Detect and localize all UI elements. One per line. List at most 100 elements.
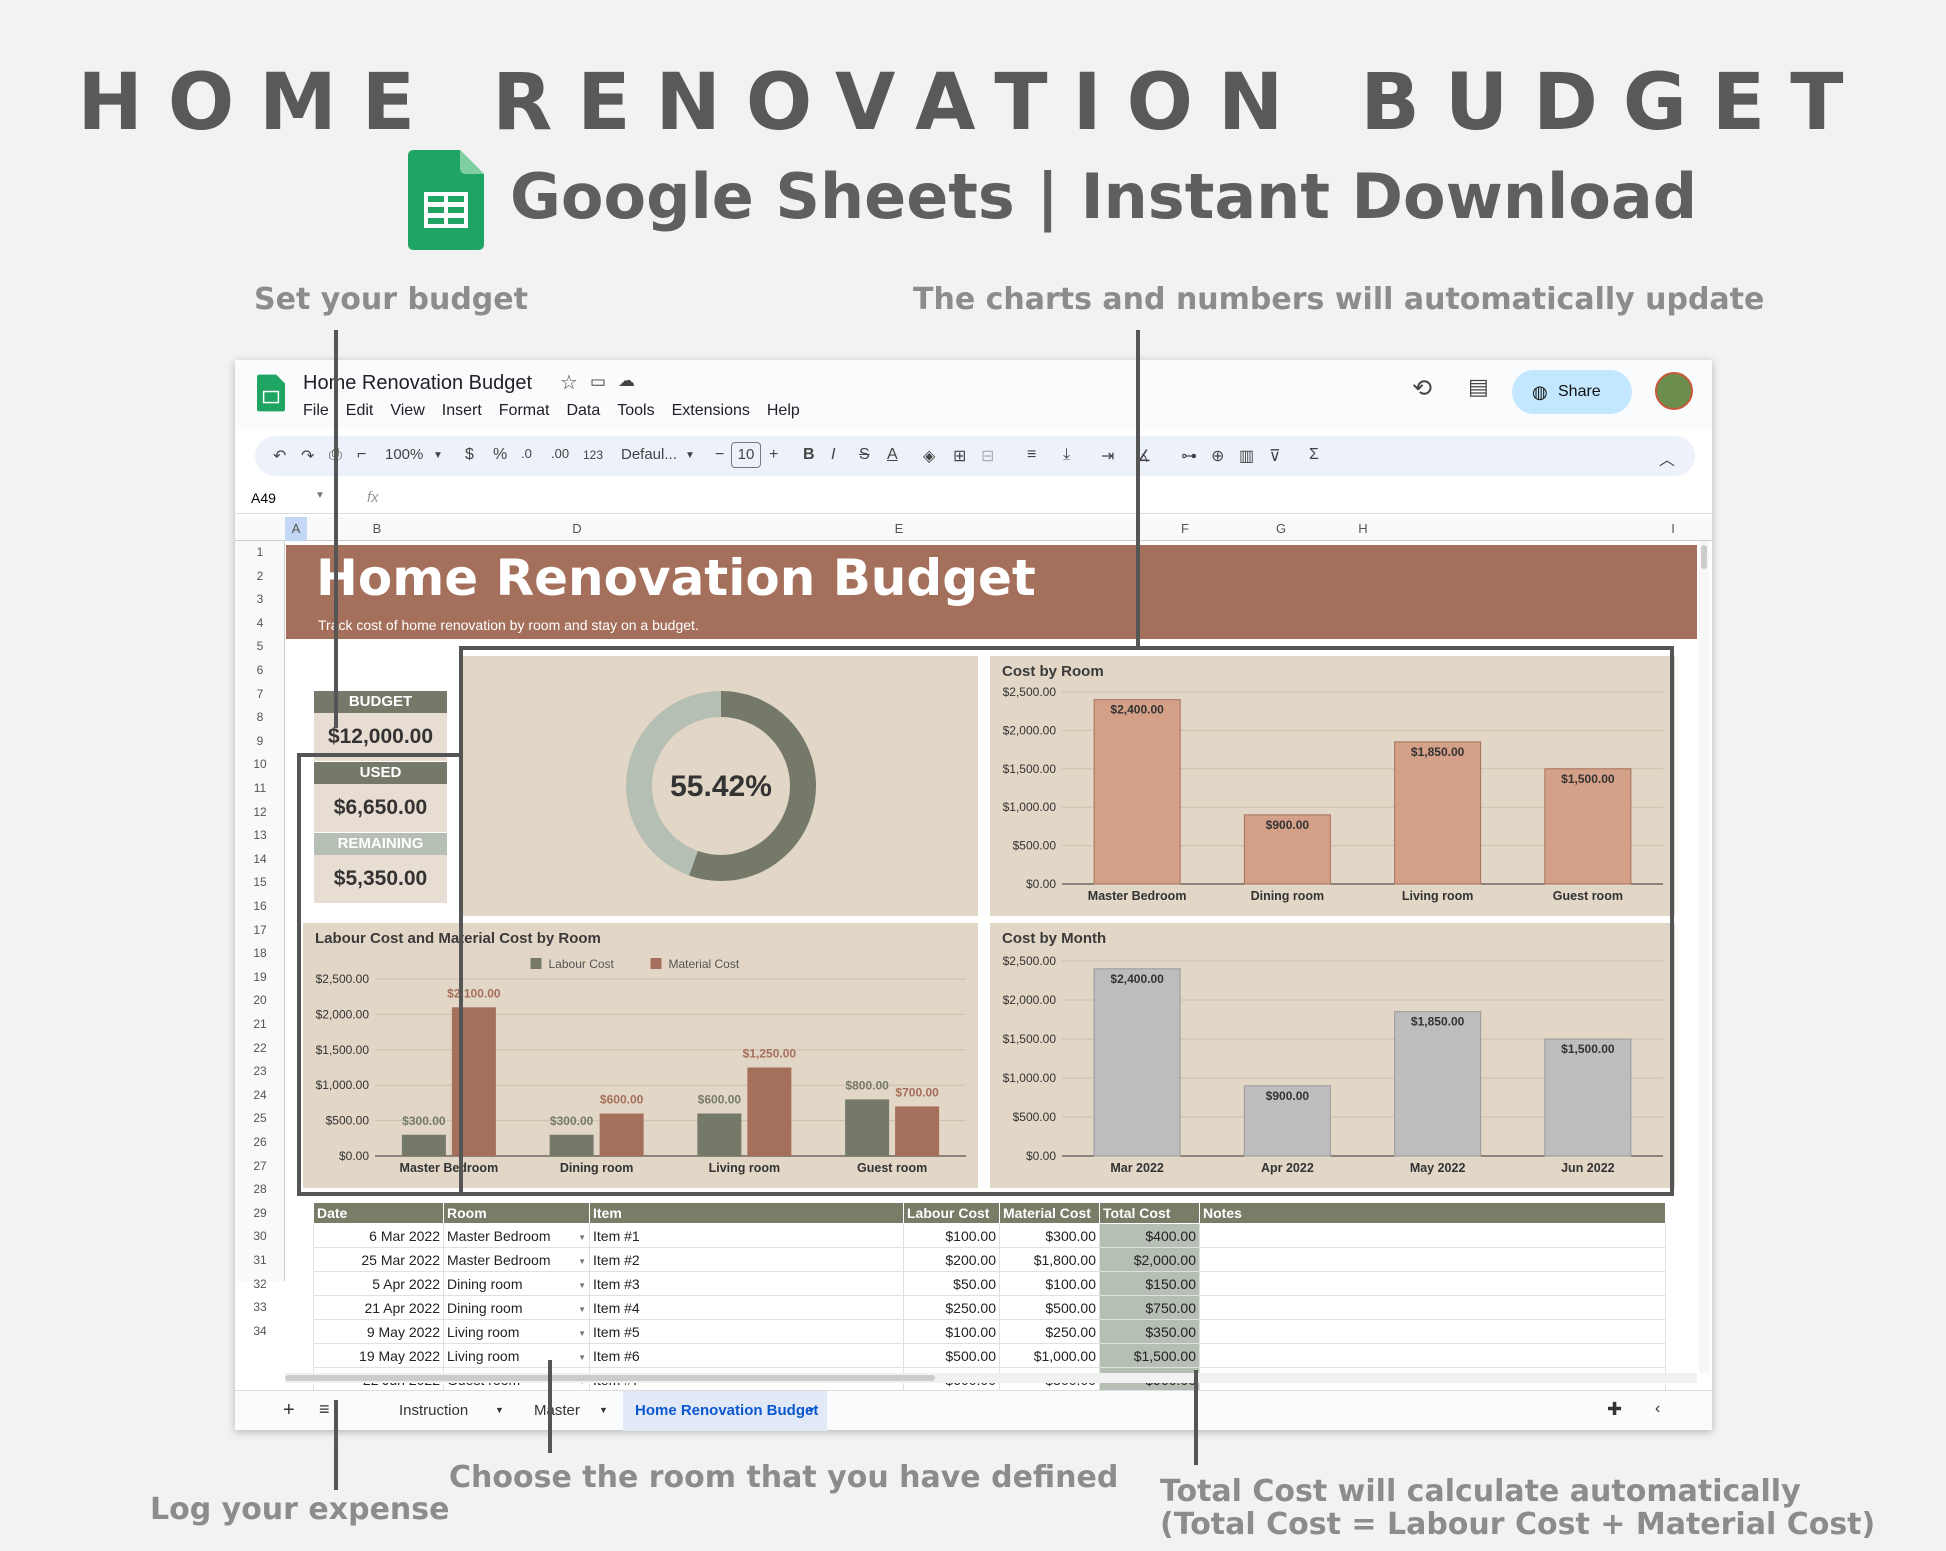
- chevron-down-icon[interactable]: ▼: [578, 1280, 586, 1290]
- collapse-sidepanel-icon[interactable]: ‹: [1655, 1400, 1661, 1417]
- table-cell[interactable]: $500.00: [903, 1343, 1000, 1368]
- row-header[interactable]: 10: [253, 757, 267, 772]
- chevron-down-icon[interactable]: ▼: [578, 1328, 586, 1338]
- scrollbar-thumb[interactable]: [285, 1375, 935, 1381]
- row-header[interactable]: 7: [256, 686, 264, 701]
- table-cell[interactable]: [1199, 1343, 1666, 1368]
- strikethrough-button[interactable]: S: [859, 446, 870, 463]
- row-header[interactable]: 28: [253, 1182, 267, 1197]
- font-select[interactable]: Defaul...: [621, 446, 677, 463]
- table-cell[interactable]: $100.00: [999, 1271, 1100, 1296]
- tab-instruction[interactable]: Instruction: [399, 1402, 469, 1419]
- menu-edit[interactable]: Edit: [345, 402, 374, 419]
- percent-button[interactable]: %: [493, 446, 508, 463]
- table-cell[interactable]: Dining room ▼: [443, 1271, 590, 1296]
- chevron-down-icon[interactable]: ▼: [578, 1256, 586, 1266]
- insert-chart-icon[interactable]: ▥: [1239, 448, 1255, 465]
- table-cell[interactable]: [1199, 1223, 1666, 1248]
- table-cell[interactable]: [1199, 1271, 1666, 1296]
- avatar[interactable]: [1655, 372, 1693, 410]
- chevron-down-icon[interactable]: ▼: [685, 450, 695, 461]
- table-cell[interactable]: Item #3: [589, 1271, 904, 1296]
- table-cell[interactable]: $250.00: [999, 1319, 1100, 1344]
- table-cell[interactable]: [1199, 1295, 1666, 1320]
- menu-help[interactable]: Help: [766, 402, 800, 419]
- table-cell[interactable]: $1,000.00: [999, 1343, 1100, 1368]
- menu-format[interactable]: Format: [498, 402, 550, 419]
- row-header[interactable]: 20: [253, 993, 267, 1008]
- row-header[interactable]: 27: [253, 1158, 267, 1173]
- row-header[interactable]: 31: [253, 1253, 267, 1267]
- text-color-button[interactable]: A: [887, 446, 898, 463]
- table-cell[interactable]: $750.00: [1099, 1295, 1200, 1320]
- table-cell[interactable]: Master Bedroom ▼: [443, 1223, 590, 1248]
- font-size-decrease-icon[interactable]: −: [715, 446, 725, 463]
- table-cell[interactable]: Living room ▼: [443, 1343, 590, 1368]
- table-cell[interactable]: $350.00: [1099, 1319, 1200, 1344]
- decrease-decimal-button[interactable]: .0: [521, 446, 532, 461]
- table-header[interactable]: Labour Cost: [903, 1202, 1000, 1224]
- table-cell[interactable]: $400.00: [1099, 1223, 1200, 1248]
- table-cell[interactable]: $1,800.00: [999, 1247, 1100, 1272]
- comments-icon[interactable]: ▤: [1468, 374, 1489, 399]
- table-cell[interactable]: 21 Apr 2022: [313, 1295, 444, 1320]
- table-header[interactable]: Item: [589, 1202, 904, 1224]
- table-cell[interactable]: $100.00: [903, 1319, 1000, 1344]
- add-sheet-icon[interactable]: +: [283, 1399, 295, 1421]
- more-formats-button[interactable]: 123: [583, 448, 604, 462]
- table-cell[interactable]: 6 Mar 2022: [313, 1223, 444, 1248]
- row-header[interactable]: 11: [253, 781, 267, 795]
- table-header[interactable]: Notes: [1199, 1202, 1666, 1224]
- row-header[interactable]: 23: [253, 1064, 267, 1079]
- merge-cells-icon[interactable]: ⊟: [981, 448, 995, 465]
- labour-material-panel[interactable]: Labour Cost and Material Cost by Room $0.…: [303, 923, 978, 1188]
- row-header[interactable]: 18: [253, 946, 267, 961]
- table-cell[interactable]: $1,500.00: [1099, 1343, 1200, 1368]
- menu-extensions[interactable]: Extensions: [671, 402, 750, 419]
- column-header-h[interactable]: H: [1358, 521, 1368, 536]
- row-header[interactable]: 4: [256, 615, 264, 630]
- chevron-down-icon[interactable]: ▼: [495, 1405, 504, 1415]
- table-cell[interactable]: $100.00: [903, 1223, 1000, 1248]
- table-cell[interactable]: $150.00: [1099, 1271, 1200, 1296]
- menu-data[interactable]: Data: [566, 402, 601, 419]
- table-cell[interactable]: $50.00: [903, 1271, 1000, 1296]
- table-cell[interactable]: Master Bedroom ▼: [443, 1247, 590, 1272]
- star-icon[interactable]: ☆: [560, 372, 578, 394]
- row-header[interactable]: 29: [253, 1205, 267, 1220]
- column-header-b[interactable]: B: [372, 521, 382, 536]
- table-cell[interactable]: $300.00: [999, 1223, 1100, 1248]
- all-sheets-icon[interactable]: ≡: [319, 1399, 330, 1419]
- row-header[interactable]: 8: [256, 710, 264, 725]
- paint-format-icon[interactable]: ⌐: [357, 446, 367, 463]
- move-folder-icon[interactable]: ▭: [590, 372, 607, 391]
- cost-by-room-panel[interactable]: Cost by Room $0.00 $500.00 $1,000.00 $1,500.…: [990, 656, 1675, 916]
- vertical-scrollbar[interactable]: [1699, 541, 1709, 1373]
- table-header[interactable]: Room: [443, 1202, 590, 1224]
- scrollbar-thumb[interactable]: [1701, 545, 1707, 569]
- undo-icon[interactable]: ↶: [273, 448, 287, 465]
- row-header[interactable]: 30: [253, 1229, 267, 1244]
- table-cell[interactable]: $200.00: [903, 1247, 1000, 1272]
- cost-by-month-panel[interactable]: Cost by Month $0.00 $500.00 $1,000.00 $1,500…: [990, 923, 1675, 1188]
- chevron-down-icon[interactable]: ▼: [599, 1405, 608, 1415]
- chevron-down-icon[interactable]: ▼: [433, 450, 443, 461]
- table-header[interactable]: Date: [313, 1202, 444, 1224]
- row-header[interactable]: 22: [253, 1040, 267, 1055]
- cloud-status-icon[interactable]: ☁: [618, 371, 635, 390]
- borders-icon[interactable]: ⊞: [953, 448, 967, 465]
- row-header[interactable]: 15: [253, 875, 267, 890]
- share-button[interactable]: ◍ Share: [1512, 370, 1632, 414]
- row-header[interactable]: 34: [253, 1323, 267, 1338]
- table-cell[interactable]: Item #4: [589, 1295, 904, 1320]
- name-box[interactable]: A49: [251, 490, 276, 506]
- column-header-f[interactable]: F: [1181, 521, 1189, 536]
- menu-file[interactable]: File: [303, 402, 329, 419]
- donut-chart-panel[interactable]: 55.42%: [463, 656, 978, 916]
- table-cell[interactable]: [1199, 1319, 1666, 1344]
- table-cell[interactable]: Item #2: [589, 1247, 904, 1272]
- row-header[interactable]: 25: [253, 1111, 267, 1126]
- document-title[interactable]: Home Renovation Budget: [303, 372, 533, 394]
- row-header[interactable]: 6: [256, 663, 264, 677]
- table-cell[interactable]: $250.00: [903, 1295, 1000, 1320]
